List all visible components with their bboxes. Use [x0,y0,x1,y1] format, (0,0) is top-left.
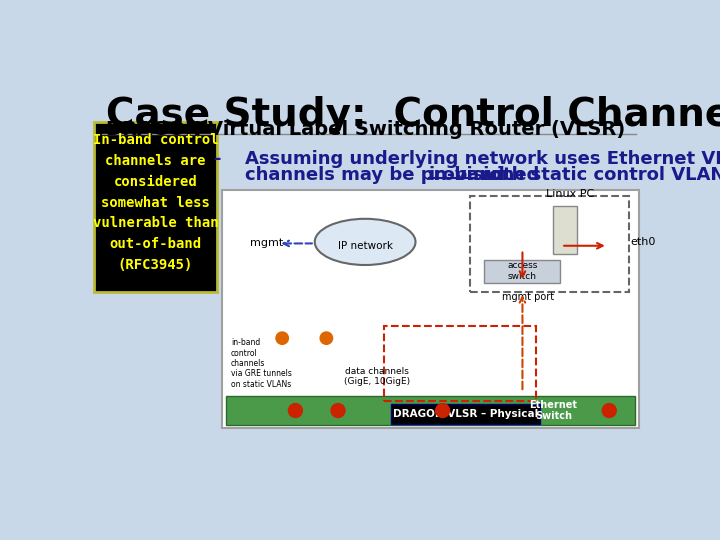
Circle shape [436,403,449,417]
Text: Linux PC: Linux PC [546,189,595,199]
Text: in-band: in-band [428,166,505,185]
Text: with static control VLANs: with static control VLANs [474,166,720,185]
FancyBboxPatch shape [94,122,217,292]
Circle shape [602,403,616,417]
Text: DRAGON VLSR – Physical: DRAGON VLSR – Physical [393,409,539,420]
Text: In-band control: In-band control [93,133,218,147]
Ellipse shape [315,219,415,265]
FancyBboxPatch shape [553,206,577,254]
Circle shape [276,332,289,345]
FancyBboxPatch shape [392,404,540,424]
Circle shape [320,332,333,345]
Text: Assuming underlying network uses Ethernet VLANs, control: Assuming underlying network uses Etherne… [245,150,720,167]
Text: vulnerable than: vulnerable than [93,217,218,231]
Text: -: - [214,150,222,167]
Text: IP network: IP network [338,241,392,251]
Text: Case Study:  Control Channels: Case Study: Control Channels [106,96,720,133]
Text: (RFC3945): (RFC3945) [118,258,193,272]
Text: Ethernet
Switch: Ethernet Switch [529,400,577,421]
Text: DRAGON Virtual Label Switching Router (VLSR): DRAGON Virtual Label Switching Router (V… [106,120,625,139]
FancyBboxPatch shape [485,260,559,283]
Text: somewhat less: somewhat less [101,195,210,210]
Circle shape [289,403,302,417]
FancyBboxPatch shape [225,396,635,425]
Circle shape [331,403,345,417]
Text: channels may be provisioned: channels may be provisioned [245,166,546,185]
Text: data channels
(GigE, 10GigE): data channels (GigE, 10GigE) [343,367,410,386]
Text: channels are: channels are [105,154,206,168]
Text: in-band
control
channels
via GRE tunnels
on static VLANs: in-band control channels via GRE tunnels… [231,338,292,389]
Text: considered: considered [114,175,197,189]
Text: eth0: eth0 [630,237,655,247]
Text: mgmt port: mgmt port [502,292,554,302]
Text: mgmt: mgmt [250,239,284,248]
Text: access
switch: access switch [508,261,538,281]
Text: out-of-band: out-of-band [109,237,202,251]
FancyBboxPatch shape [222,190,639,428]
